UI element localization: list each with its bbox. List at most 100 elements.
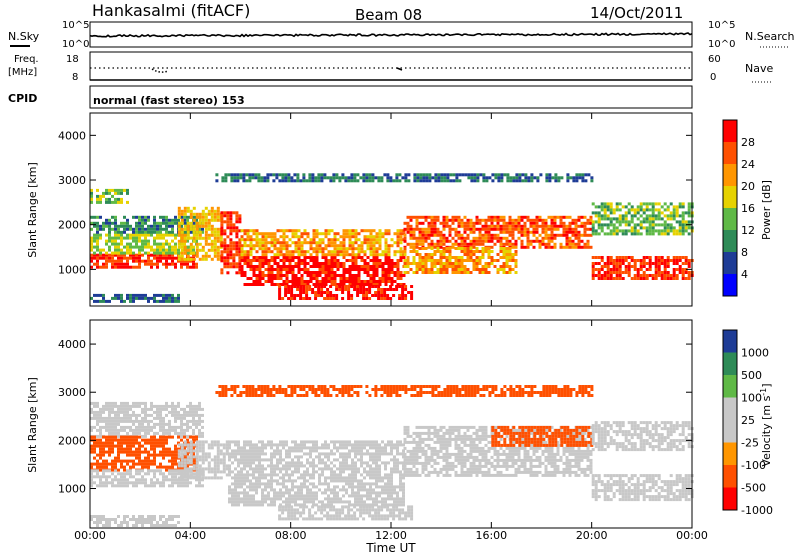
heatmap-cell <box>132 475 135 479</box>
heatmap-cell <box>195 407 198 411</box>
heatmap-cell <box>186 476 190 480</box>
heatmap-cell <box>470 179 474 183</box>
heatmap-cell <box>300 485 303 489</box>
heatmap-cell <box>156 438 159 442</box>
heatmap-cell <box>183 227 187 231</box>
heatmap-cell <box>427 253 431 256</box>
heatmap-cell <box>189 227 193 231</box>
heatmap-cell <box>645 229 649 233</box>
heatmap-cell <box>153 444 156 448</box>
heatmap-cell <box>183 481 186 485</box>
heatmap-cell <box>156 242 159 246</box>
heatmap-cell <box>135 224 138 228</box>
heatmap-cell <box>380 288 384 291</box>
heatmap-cell <box>466 224 470 228</box>
heatmap-cell <box>639 265 643 268</box>
heatmap-cell <box>183 443 187 447</box>
heatmap-cell <box>138 218 141 222</box>
heatmap-cell <box>120 251 123 255</box>
heatmap-cell <box>282 253 286 257</box>
heatmap-cell <box>320 173 324 177</box>
heatmap-cell <box>618 265 622 268</box>
heatmap-cell <box>288 229 292 233</box>
heatmap-cell <box>636 223 640 227</box>
heatmap-cell <box>574 230 578 234</box>
heatmap-cell <box>348 277 352 280</box>
heatmap-cell <box>123 481 126 485</box>
heatmap-cell <box>235 262 239 266</box>
heatmap-cell <box>556 227 560 231</box>
heatmap-cell <box>174 447 177 451</box>
heatmap-cell <box>150 227 153 231</box>
heatmap-cell <box>180 476 184 480</box>
heatmap-cell <box>90 484 93 488</box>
heatmap-cell <box>359 291 363 294</box>
heatmap-cell <box>105 401 108 405</box>
heatmap-cell <box>249 449 252 453</box>
heatmap-cell <box>186 224 190 228</box>
heatmap-cell <box>153 450 156 454</box>
heatmap-cell <box>424 239 428 243</box>
heatmap-cell <box>195 438 198 442</box>
freq-panel-frame <box>89 51 693 81</box>
heatmap-cell <box>93 444 96 448</box>
heatmap-cell <box>523 224 527 228</box>
heatmap-cell <box>463 224 467 228</box>
heatmap-cell <box>384 256 388 259</box>
heatmap-cell <box>597 262 601 265</box>
heatmap-cell <box>229 253 233 257</box>
heatmap-cell <box>630 229 634 233</box>
heatmap-cell <box>324 259 328 262</box>
heatmap-cell <box>375 253 379 257</box>
heatmap-cell <box>111 416 114 420</box>
heatmap-cell <box>439 242 443 246</box>
heatmap-cell <box>216 464 220 468</box>
heatmap-cell <box>132 236 135 240</box>
heatmap-cell <box>117 253 120 257</box>
heatmap-cell <box>90 215 93 219</box>
heatmap-cell <box>351 283 355 286</box>
heatmap-cell <box>102 262 105 266</box>
colorbar-segment <box>723 208 737 230</box>
heatmap-cell <box>141 401 144 405</box>
heatmap-cell <box>141 469 144 473</box>
heatmap-cell <box>442 268 446 271</box>
heatmap-cell <box>514 221 518 225</box>
heatmap-cell <box>380 179 384 183</box>
heatmap-cell <box>246 277 250 280</box>
heatmap-cell <box>351 449 354 453</box>
heatmap-cell <box>502 224 506 228</box>
heatmap-cell <box>317 288 321 291</box>
heatmap-cell <box>318 238 322 242</box>
heatmap-cell <box>345 440 348 444</box>
heatmap-cell <box>150 404 153 408</box>
heatmap-cell <box>282 479 285 483</box>
heatmap-cell <box>261 443 264 447</box>
heatmap-cell <box>270 268 274 271</box>
heatmap-cell <box>345 452 348 456</box>
heatmap-cell <box>449 179 453 183</box>
heatmap-cell <box>105 435 108 439</box>
heatmap-cell <box>93 441 96 445</box>
heatmap-cell <box>177 449 181 453</box>
heatmap-cell <box>156 478 159 482</box>
heatmap-cell <box>518 173 522 177</box>
heatmap-cell <box>108 253 111 257</box>
heatmap-cell <box>315 244 319 248</box>
heatmap-cell <box>159 428 162 432</box>
heatmap-cell <box>427 221 431 225</box>
heatmap-cell <box>93 404 96 408</box>
heatmap-cell <box>285 277 289 280</box>
heatmap-cell <box>120 262 123 266</box>
heatmap-cell <box>126 242 129 246</box>
heatmap-cell <box>264 238 268 242</box>
heatmap-cell <box>216 449 220 453</box>
heatmap-cell <box>150 419 153 423</box>
heatmap-cell <box>123 435 126 439</box>
heatmap-cell <box>135 431 138 435</box>
heatmap-cell <box>99 236 102 240</box>
heatmap-cell <box>550 233 554 237</box>
heatmap-cell <box>105 484 108 488</box>
heatmap-cell <box>430 215 434 219</box>
heatmap-cell <box>237 470 240 474</box>
